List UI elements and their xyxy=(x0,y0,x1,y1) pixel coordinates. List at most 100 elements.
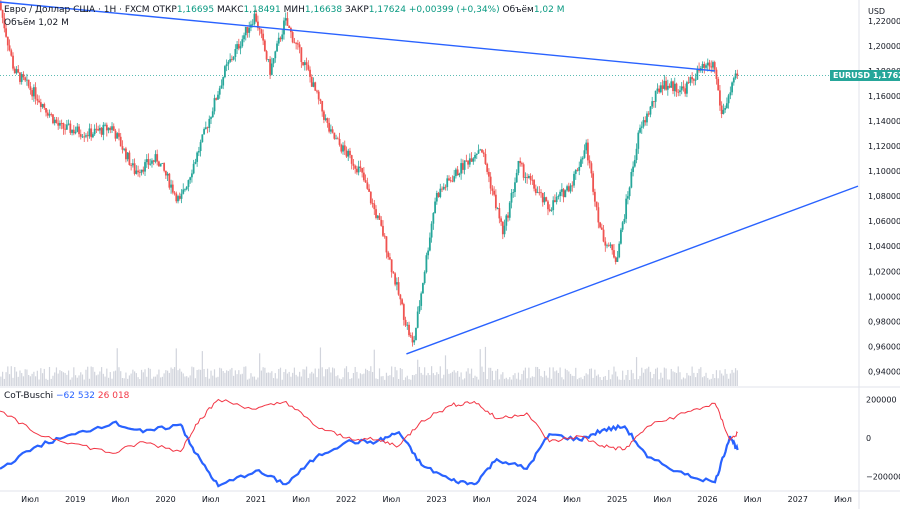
volume-bar xyxy=(728,378,730,386)
candle xyxy=(425,252,428,274)
candle xyxy=(86,131,89,142)
candle xyxy=(317,89,320,105)
candle xyxy=(321,100,324,117)
volume-bar xyxy=(571,375,573,386)
volume-bar xyxy=(420,372,422,386)
volume-bar xyxy=(340,379,342,386)
volume-bar xyxy=(271,371,273,386)
volume-bar xyxy=(398,378,400,386)
candle xyxy=(717,76,720,91)
candle xyxy=(404,316,407,328)
candle xyxy=(123,148,126,152)
candle xyxy=(522,162,525,181)
volume-bar xyxy=(717,378,719,386)
volume-bar xyxy=(472,377,474,386)
volume-bar xyxy=(17,376,19,386)
volume-bar xyxy=(88,378,91,386)
volume-bar xyxy=(163,373,165,386)
volume-bar xyxy=(582,379,584,386)
trendlines[interactable] xyxy=(0,1,859,355)
volume-bar xyxy=(649,371,652,386)
candle xyxy=(679,85,681,97)
candle xyxy=(350,154,353,170)
candle xyxy=(184,188,186,192)
candle xyxy=(178,192,181,201)
volume-bar xyxy=(731,369,733,386)
candle xyxy=(111,122,113,133)
candle xyxy=(692,78,695,86)
candle xyxy=(613,243,615,259)
candle xyxy=(486,162,489,175)
x-tick-label: Июл xyxy=(473,495,491,504)
volume-bar xyxy=(344,368,346,386)
candle xyxy=(210,116,212,125)
candle xyxy=(380,216,383,227)
candle xyxy=(269,56,271,79)
y-tick-label: 1,16000 xyxy=(868,92,900,101)
candle xyxy=(6,36,9,52)
candle xyxy=(39,98,42,113)
y-tick-label: 1,10000 xyxy=(868,167,900,176)
volume-bar xyxy=(173,367,176,386)
candle xyxy=(595,201,598,211)
volume-bar xyxy=(359,373,361,386)
volume-bar xyxy=(26,369,28,386)
candle xyxy=(428,232,431,252)
volume-legend-value: 1,02 M xyxy=(38,18,69,28)
candle xyxy=(284,12,287,26)
candle xyxy=(270,57,273,76)
volume-bar xyxy=(497,368,499,386)
candle xyxy=(151,158,153,168)
candle xyxy=(24,76,27,83)
volume-bar xyxy=(700,367,702,386)
candle xyxy=(220,79,223,89)
volume-bar xyxy=(382,376,384,386)
x-tick-label: 2019 xyxy=(65,495,85,504)
volume-bar xyxy=(415,373,417,386)
volume-bar xyxy=(81,374,84,386)
candle xyxy=(453,169,456,183)
candle xyxy=(666,79,669,96)
volume-bar xyxy=(550,378,553,386)
open-value: 1,16695 xyxy=(176,5,215,15)
volume-bar xyxy=(396,370,398,386)
candle xyxy=(177,194,179,204)
x-tick-label: Июл xyxy=(653,495,671,504)
volume-bar xyxy=(366,369,368,386)
candle xyxy=(29,82,32,95)
candle xyxy=(314,81,317,92)
volume-bar xyxy=(45,378,47,386)
close-value: 1,17624 xyxy=(368,5,406,15)
candle xyxy=(623,214,626,225)
low-value: 1,16638 xyxy=(304,5,343,15)
candle xyxy=(611,244,614,255)
candle xyxy=(222,76,225,90)
volume-bar xyxy=(674,372,676,386)
candle xyxy=(736,69,739,80)
candle xyxy=(479,148,482,151)
candle xyxy=(309,66,311,83)
volume-bar xyxy=(90,366,92,386)
volume-bar xyxy=(19,370,21,386)
volume-bar xyxy=(156,374,158,386)
volume-bar xyxy=(618,379,620,386)
candle xyxy=(300,47,303,68)
volume-bar xyxy=(391,366,393,386)
trendline-support[interactable] xyxy=(406,185,859,355)
trendline-resistance[interactable] xyxy=(0,1,716,72)
volume-bar xyxy=(97,374,99,386)
candle xyxy=(500,216,502,226)
candle xyxy=(550,207,553,212)
candle xyxy=(585,139,588,154)
candle xyxy=(145,154,148,168)
volume-bar xyxy=(21,373,23,386)
candle xyxy=(243,32,245,43)
volume-bar xyxy=(583,375,586,386)
volume-bar xyxy=(503,378,506,386)
legend-main: Евро / Доллар США · 1Н · FXCM ОТКР1,1669… xyxy=(4,5,565,15)
candle xyxy=(288,25,291,29)
candle xyxy=(211,107,214,118)
volume-bar xyxy=(5,372,7,386)
candle xyxy=(27,79,30,89)
